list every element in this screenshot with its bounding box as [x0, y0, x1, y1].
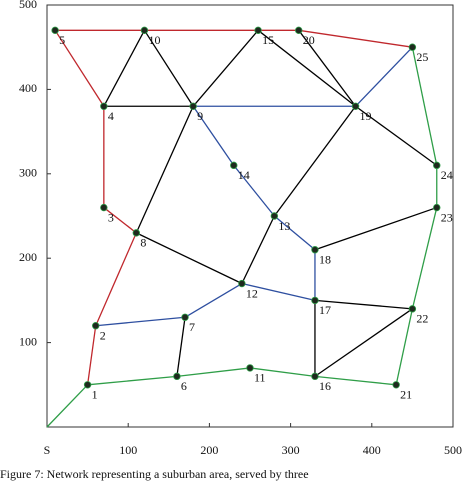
edge — [298, 29, 413, 48]
plot-frame — [46, 4, 454, 428]
node-label: 1 — [92, 388, 98, 402]
node-label: 22 — [416, 312, 428, 326]
edge — [314, 299, 413, 310]
edge — [103, 30, 146, 107]
node — [433, 161, 441, 170]
node-label: 15 — [262, 33, 274, 47]
node-label: 16 — [319, 379, 331, 393]
edge — [192, 29, 259, 107]
node — [270, 212, 279, 220]
node-label: 5 — [59, 33, 65, 47]
node-label: 4 — [108, 109, 114, 123]
x-tick-label: 200 — [200, 443, 218, 457]
edge — [411, 47, 438, 166]
node — [100, 203, 108, 212]
node-label: 24 — [441, 168, 453, 182]
edge — [176, 317, 186, 377]
node — [140, 26, 149, 35]
edge — [135, 106, 194, 234]
node-label: 9 — [197, 109, 203, 123]
edge — [136, 232, 243, 285]
edge — [143, 29, 194, 107]
edge — [395, 308, 414, 385]
node-label: 14 — [238, 168, 250, 182]
node-label: 17 — [319, 303, 331, 317]
y-tick-label: 300 — [19, 166, 37, 180]
edge — [86, 325, 97, 385]
y-tick-label: 500 — [19, 0, 37, 11]
node — [351, 102, 360, 110]
node-label: 8 — [140, 236, 146, 250]
edge — [298, 29, 357, 107]
node — [230, 161, 238, 170]
node — [100, 102, 108, 110]
edge — [192, 105, 235, 166]
node — [295, 26, 303, 35]
node — [433, 203, 441, 212]
edge — [87, 375, 177, 386]
node-label: 25 — [416, 50, 428, 64]
node — [238, 279, 246, 288]
node — [181, 313, 189, 321]
edge — [233, 164, 275, 217]
x-tick-label: 400 — [363, 443, 381, 457]
y-tick-label: 100 — [19, 334, 37, 348]
edge — [411, 207, 438, 309]
node — [132, 229, 141, 237]
edge — [176, 367, 251, 378]
node-label: 10 — [148, 33, 160, 47]
edge — [249, 367, 316, 378]
edge — [54, 29, 105, 107]
node — [246, 364, 254, 372]
node-label: 7 — [189, 320, 195, 334]
node — [392, 381, 400, 389]
edge — [241, 282, 316, 302]
node — [311, 296, 319, 305]
node-label: 2 — [100, 328, 106, 342]
x-tick-label: 100 — [119, 443, 137, 457]
node — [311, 246, 319, 254]
node-label: 20 — [303, 33, 315, 47]
x-tick-label: 300 — [282, 443, 300, 457]
edge — [314, 375, 397, 386]
edge — [95, 316, 186, 327]
y-tick-label: 200 — [19, 250, 37, 264]
y-tick-label: 400 — [19, 81, 37, 95]
x-tick-label: 500 — [444, 443, 462, 457]
edge — [355, 105, 438, 166]
node — [408, 305, 417, 313]
edge — [257, 29, 356, 107]
edge — [95, 232, 137, 326]
node-label: 18 — [319, 253, 331, 267]
edge — [184, 282, 243, 318]
node — [83, 381, 92, 389]
node-label: 13 — [278, 219, 290, 233]
node — [408, 43, 417, 51]
node — [311, 372, 319, 381]
edge — [241, 215, 275, 284]
caption: Figure 7: Network representing a suburba… — [0, 467, 309, 481]
edge — [46, 384, 89, 428]
edge — [273, 215, 316, 251]
node — [92, 322, 100, 330]
node — [254, 26, 262, 35]
edge — [273, 105, 357, 217]
edge — [314, 308, 413, 377]
node-label: 3 — [108, 210, 114, 224]
x-tick-label: S — [44, 443, 51, 457]
node-label: 23 — [441, 210, 453, 224]
node-label: 12 — [246, 286, 258, 300]
node-label: 21 — [400, 388, 412, 402]
node-label: 11 — [254, 371, 266, 385]
edge — [103, 207, 137, 234]
node — [51, 26, 59, 35]
node-label: 6 — [181, 379, 187, 393]
node — [173, 372, 181, 381]
edge — [355, 46, 413, 107]
node — [189, 102, 197, 110]
edge — [314, 206, 437, 251]
node-label: 19 — [360, 109, 372, 123]
